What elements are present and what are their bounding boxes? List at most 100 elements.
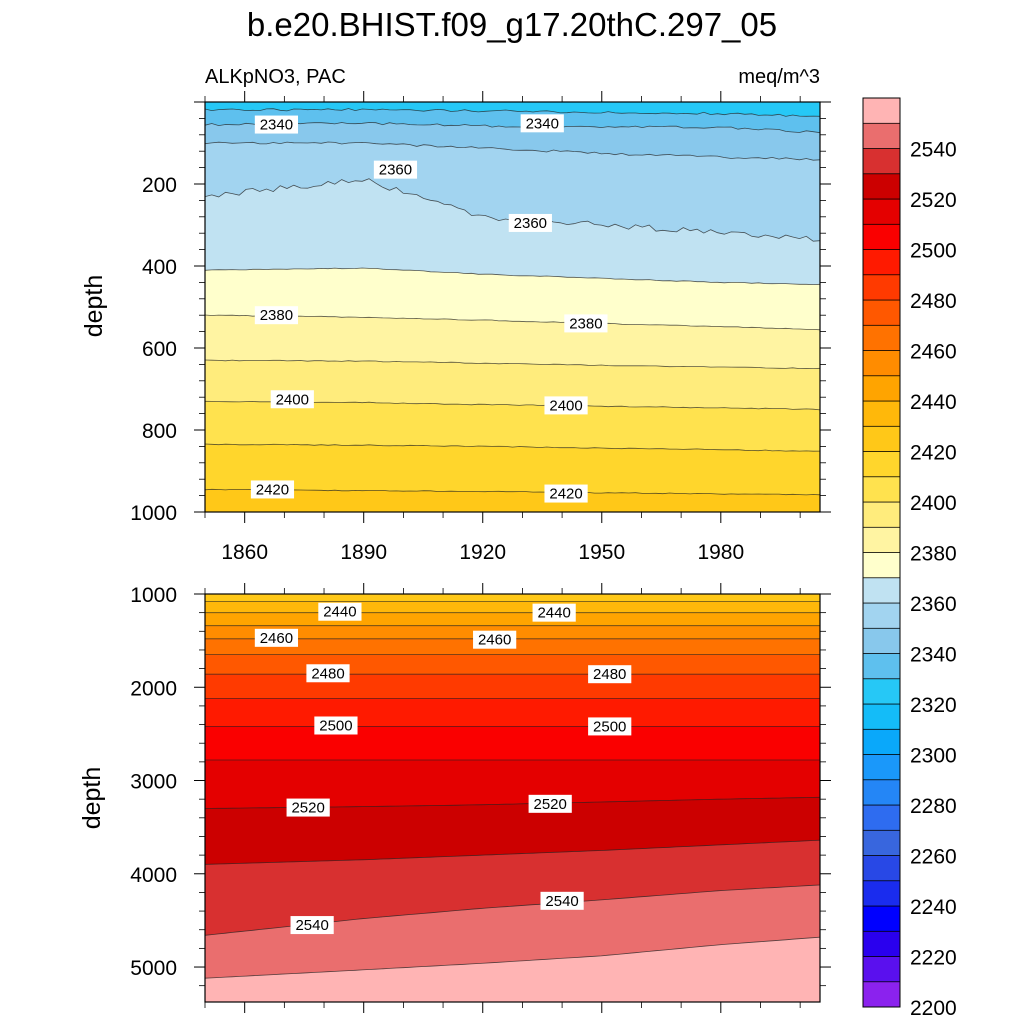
contour-label: 2420 (256, 481, 289, 498)
colorbar-swatch (862, 627, 901, 654)
colorbar-swatch (862, 577, 901, 604)
contour-label: 2500 (593, 718, 626, 735)
contour-line (205, 443, 820, 452)
y-tick-label: 800 (142, 420, 177, 443)
colorbar-label: 2360 (910, 593, 957, 616)
contour-band (205, 937, 820, 1002)
contour-label-box (508, 213, 552, 232)
colorbar-label: 2200 (910, 997, 957, 1020)
figure-title: b.e20.BHIST.f09_g17.20thC.297_05 (247, 6, 777, 43)
x-tick-label: 1890 (340, 541, 387, 564)
colorbar-swatch (862, 299, 901, 326)
contour-line (205, 141, 820, 161)
contour-label-box (544, 484, 588, 503)
y-tick-label: 200 (142, 174, 177, 197)
variable-label: ALKpNO3, PAC (205, 66, 346, 88)
x-tick-label: 1980 (697, 541, 744, 564)
colorbar-swatch (862, 526, 901, 553)
contour-label: 2480 (311, 665, 344, 682)
colorbar-swatch (862, 97, 901, 124)
colorbar-label: 2240 (910, 896, 957, 919)
colorbar-swatch (862, 476, 901, 503)
contour-label: 2520 (534, 796, 567, 813)
contour-label-box (254, 306, 299, 325)
colorbar-label: 2400 (910, 492, 957, 515)
upper-contour-panel: 2340 2340 2360 2360 2380 2380 2400 2400 2420 2420… (130, 91, 831, 564)
contour-label: 2400 (276, 391, 309, 408)
units-label: meq/m^3 (738, 66, 820, 88)
colorbar-swatch (862, 829, 901, 856)
colorbar-swatch (862, 324, 901, 351)
contour-label-box (528, 794, 572, 813)
y-tick-label: 400 (142, 256, 177, 279)
x-tick-label: 1950 (578, 541, 625, 564)
y-tick-label: 3000 (130, 771, 177, 794)
contour-label-box (270, 390, 314, 409)
colorbar-swatch (862, 400, 901, 427)
y-tick-label: 1000 (130, 584, 177, 607)
upper-y-axis-label: depth (80, 275, 108, 338)
colorbar-swatch (862, 981, 901, 1008)
contour-label: 2540 (545, 893, 578, 910)
colorbar-swatch (862, 703, 901, 730)
contour-line (205, 359, 820, 370)
contour-line (205, 314, 820, 331)
colorbar-swatch (862, 375, 901, 402)
contour-label: 2380 (569, 315, 602, 332)
colorbar-swatch (862, 779, 901, 806)
contour-line (205, 936, 820, 979)
colorbar-label: 2520 (910, 189, 957, 212)
colorbar-swatch (862, 905, 901, 932)
contour-label-box (306, 664, 350, 683)
plot-frame (204, 593, 821, 1003)
colorbar-label: 2500 (910, 240, 957, 263)
colorbar-swatch (862, 754, 901, 781)
colorbar-swatch (862, 350, 901, 377)
colorbar-swatch (862, 602, 901, 629)
colorbar-label: 2380 (910, 543, 957, 566)
contour-label-box (314, 716, 358, 735)
contour-line (205, 839, 820, 865)
contour-bands (205, 102, 820, 512)
contour-label: 2340 (260, 117, 293, 134)
contour-label-box (318, 602, 362, 621)
colorbar-swatch (862, 653, 901, 680)
contour-label-box (540, 891, 584, 910)
colorbar-swatch (862, 274, 901, 301)
contour-label: 2520 (291, 800, 324, 817)
colorbar-label: 2320 (910, 694, 957, 717)
contour-label-box (473, 630, 517, 649)
x-tick-label: 1920 (459, 541, 506, 564)
contour-label: 2500 (319, 717, 352, 734)
contour-label-box (520, 114, 564, 133)
contour-label: 2440 (323, 604, 356, 621)
colorbar-swatch (862, 552, 901, 579)
colorbar-label: 2280 (910, 795, 957, 818)
y-tick-label: 2000 (130, 677, 177, 700)
colorbar-swatch (862, 728, 901, 755)
contour-label-box (286, 798, 330, 817)
colorbar-label: 2260 (910, 846, 957, 869)
contour-label: 2360 (379, 162, 412, 179)
contour-band (205, 489, 820, 512)
y-tick-label: 5000 (130, 957, 177, 980)
y-tick-label: 600 (142, 338, 177, 361)
colorbar-swatch (862, 451, 901, 478)
contour-label-box (250, 480, 295, 499)
contour-label-box (588, 717, 632, 736)
y-tick-label: 4000 (130, 864, 177, 887)
colorbar-label: 2300 (910, 745, 957, 768)
colorbar-swatch (862, 804, 901, 831)
lower-y-axis-label: depth (78, 767, 106, 830)
contour-label: 2480 (593, 666, 626, 683)
colorbar-swatch (862, 122, 901, 149)
colorbar-label: 2480 (910, 290, 957, 313)
colorbar-swatch (862, 956, 901, 983)
colorbar-swatch (862, 223, 901, 250)
contour-label: 2440 (537, 605, 570, 622)
contour-line (205, 108, 820, 117)
colorbar-swatch (862, 425, 901, 452)
contour-label: 2340 (526, 115, 559, 132)
plot-frame (204, 101, 821, 513)
colorbar-swatch (862, 249, 901, 276)
